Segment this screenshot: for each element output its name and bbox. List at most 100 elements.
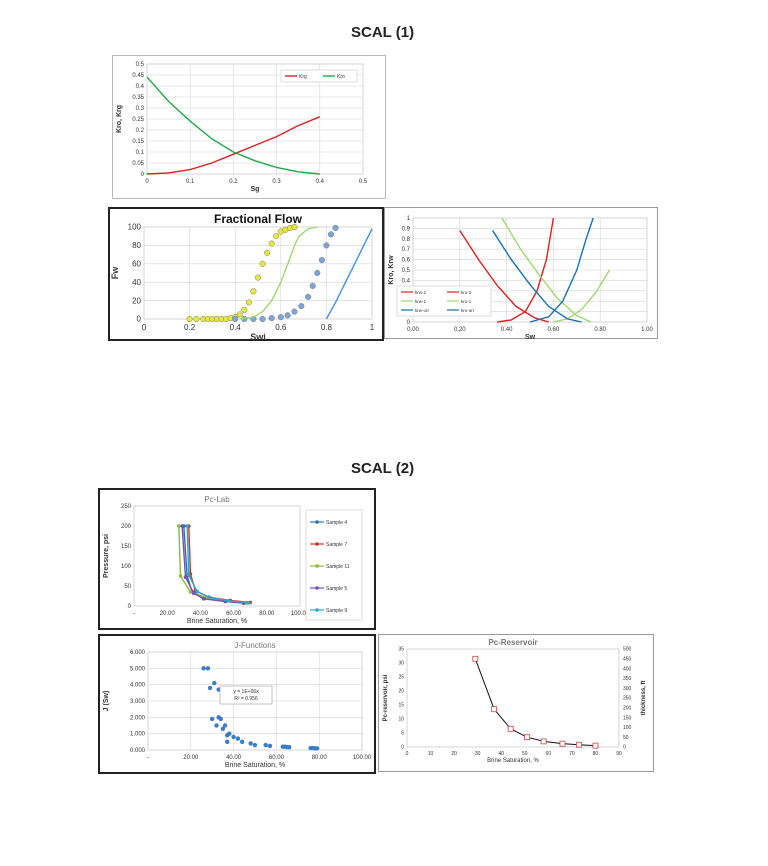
legend-label: krw-2 (415, 290, 426, 295)
y-tick-label: 80 (132, 241, 141, 250)
y-tick-label: 0.5 (136, 62, 145, 68)
x-tick-label: 0.80 (594, 327, 606, 333)
x-tick-label: 0.00 (407, 327, 419, 333)
data-point (332, 224, 339, 231)
data-point (235, 736, 241, 741)
data-point (250, 288, 257, 295)
series-line (146, 116, 321, 175)
x-tick-label: 30 (475, 751, 481, 757)
legend-label: kro-orr (461, 308, 475, 313)
relperm-water-svg: 0.000.200.400.600.801.0000.10.20.30.40.5… (388, 216, 653, 341)
data-point (507, 725, 514, 732)
x-tick-label: 100.00 (291, 611, 310, 617)
data-point (241, 306, 248, 313)
data-point (188, 590, 193, 594)
x-tick-label: 0.2 (184, 323, 196, 332)
legend-marker (315, 542, 319, 546)
y-tick-label: 20 (132, 296, 141, 305)
x-tick-label: 90 (616, 751, 622, 757)
chart-title: Pc-Reservoir (488, 638, 537, 647)
data-point (195, 589, 199, 594)
y-tick-label: 0.45 (132, 73, 144, 79)
x-tick-label: 1 (370, 323, 375, 332)
x-tick-label: 40.00 (193, 611, 209, 617)
data-point (186, 315, 193, 323)
data-point (218, 716, 223, 722)
y-tick-label: 0.05 (132, 161, 144, 167)
data-point (284, 312, 291, 319)
chart-j-functions: - 20.00 40.00 60.00 80.00 100.00 0.000 1.000 2.0… (98, 634, 376, 774)
x-tick-label: 80.00 (312, 755, 328, 761)
data-point (318, 257, 325, 264)
x-tick-label: 0.20 (454, 327, 466, 333)
data-point (252, 742, 258, 748)
chart-title: Pc-Lab (204, 495, 230, 504)
y-tick-label: 20 (398, 689, 404, 695)
y2-tick-label: 0 (623, 745, 626, 751)
data-point (592, 742, 599, 749)
x-tick-label: 40.00 (226, 755, 242, 761)
legend-label: Sample 7 (326, 542, 347, 548)
data-point (180, 524, 184, 528)
x-tick-label: 0 (406, 751, 409, 757)
x-tick-label: 0.1 (186, 179, 195, 185)
y-tick-label: 0 (401, 745, 404, 751)
legend-box (305, 509, 363, 621)
chart-title: J-Functions (234, 641, 275, 650)
x-tick-label: 20.00 (160, 611, 176, 617)
x-tick-label: 0.40 (501, 327, 513, 333)
plot-area (143, 226, 373, 320)
chart-fractional-flow: 0 0.2 0.4 0.6 0.8 1 0 20 40 60 80 100 Fractional Flo… (108, 207, 384, 342)
legend-marker (315, 520, 319, 524)
x-tick-label: 0.8 (321, 323, 333, 332)
data-point (540, 738, 547, 745)
y-tick-label: 6.000 (130, 650, 146, 656)
x-tick-label: 0.4 (230, 323, 242, 332)
y-tick-label: 0.4 (402, 278, 411, 284)
data-point (327, 231, 335, 238)
data-point (559, 740, 566, 747)
data-point (267, 743, 273, 749)
y-tick-label: 0.5 (402, 268, 411, 274)
data-point (268, 240, 275, 247)
y-axis-label: Kro, Krg (116, 105, 123, 133)
data-point (259, 315, 266, 323)
data-point (287, 745, 292, 750)
x-tick-label: 0.2 (229, 179, 238, 185)
x-axis-label: Brine Saturation, % (187, 618, 247, 625)
y-tick-label: 0.25 (132, 117, 144, 123)
section-title-scal-2: SCAL (2) (351, 460, 415, 477)
data-point (186, 573, 191, 577)
x-tick-label: 0.6 (275, 323, 287, 332)
legend-label: krw-orr (415, 308, 429, 313)
y-tick-label: 200 (121, 524, 132, 530)
x-tick-label: 1.00 (641, 327, 653, 333)
y-tick-label: 10 (398, 717, 404, 723)
data-point (205, 666, 211, 671)
y-tick-label: 0 (128, 604, 132, 610)
data-point (273, 233, 280, 240)
chart-pc-reservoir: 0 10 20 30 40 50 60 70 80 90 0 5 10 15 20 25 30 35 0 50 100 1… (378, 634, 654, 772)
trendline-annotation-text: y = 1E+06x (233, 689, 259, 695)
y-tick-label: 0.2 (136, 128, 145, 134)
legend-label: Sample 9 (326, 608, 347, 614)
y2-tick-label: 300 (623, 686, 632, 692)
data-point (239, 739, 245, 745)
y-axis-label: Pressure, psi (103, 534, 110, 578)
data-point (214, 723, 219, 728)
y-tick-label: 0.3 (136, 106, 145, 112)
x-tick-label: 0.60 (548, 327, 560, 333)
x-tick-label: 40 (498, 751, 504, 757)
x-tick-label: - (147, 755, 149, 761)
chart-relperm-gas: 0 0.1 0.2 0.3 0.4 0.5 0 0.05 0.1 0.15 0.2 0.25 0.3 0.… (112, 55, 386, 199)
series-line (239, 226, 318, 320)
x-tick-label: 80 (593, 751, 599, 757)
y-tick-label: 5 (401, 731, 404, 737)
chart-title: Fractional Flow (214, 212, 303, 226)
data-point (227, 731, 232, 736)
data-point (201, 666, 206, 671)
y-tick-label: 0.8 (402, 237, 411, 243)
data-point (231, 734, 236, 740)
x-tick-label: 0.5 (359, 179, 368, 185)
y-tick-label: 0 (137, 315, 142, 324)
